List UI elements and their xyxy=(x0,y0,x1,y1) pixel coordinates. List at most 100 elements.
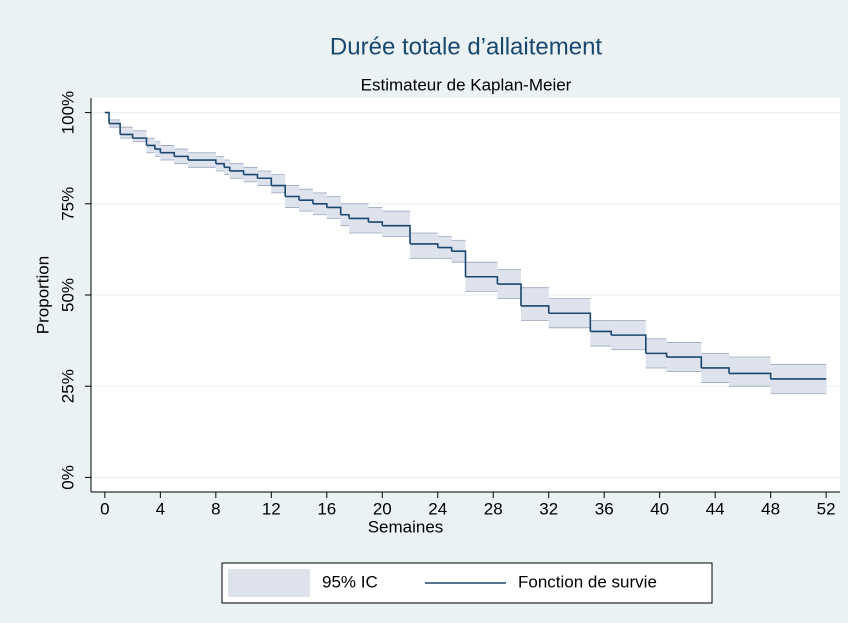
survival-step xyxy=(257,177,273,186)
y-tick-label: 25% xyxy=(58,369,77,403)
survival-step xyxy=(548,312,592,332)
ci-edge xyxy=(109,119,121,128)
survival-step xyxy=(368,221,384,226)
ci-edge xyxy=(215,155,225,172)
ci-band xyxy=(729,357,771,387)
ci-edge xyxy=(154,141,161,157)
survival-step xyxy=(326,206,342,215)
ci-edge xyxy=(271,174,286,194)
ci-band xyxy=(271,174,286,193)
ci-band xyxy=(590,320,612,347)
survival-step xyxy=(104,111,110,124)
ci-edge xyxy=(229,163,244,179)
survival-step xyxy=(645,352,668,358)
y-axis-label: Proportion xyxy=(33,256,52,334)
x-tick-label: 36 xyxy=(595,499,614,518)
x-axis-label: Semaines xyxy=(368,517,444,536)
legend-label: Fonction de survie xyxy=(518,572,657,591)
survival-step xyxy=(348,217,370,223)
survival-step xyxy=(243,173,259,179)
chart-subtitle: Estimateur de Kaplan-Meier xyxy=(361,75,572,94)
x-tick-label: 12 xyxy=(262,499,281,518)
survival-step xyxy=(520,305,550,314)
x-tick-label: 4 xyxy=(156,499,165,518)
x-tick-label: 52 xyxy=(817,499,836,518)
survival-step xyxy=(120,133,134,139)
x-tick-label: 48 xyxy=(761,499,780,518)
y-tick-label: 0% xyxy=(58,465,77,490)
survival-step xyxy=(146,144,156,150)
ci-edge xyxy=(451,239,466,263)
ci-edge xyxy=(770,363,827,394)
survival-step xyxy=(299,199,314,204)
survival-step xyxy=(497,283,522,306)
ci-edge xyxy=(666,342,702,373)
ci-edge xyxy=(520,287,549,321)
ci-edge xyxy=(340,203,349,227)
chart-title: Durée totale d’allaitement xyxy=(330,33,602,60)
ci-edge xyxy=(299,188,313,212)
survival-step xyxy=(611,334,647,354)
survival-step xyxy=(410,243,439,248)
x-tick-label: 24 xyxy=(428,499,447,518)
ci-edge xyxy=(410,232,438,259)
survival-step xyxy=(340,213,350,219)
survival-step xyxy=(701,367,730,374)
ci-edge xyxy=(120,126,133,139)
y-tick-label: 100% xyxy=(58,91,77,134)
x-tick-label: 44 xyxy=(706,499,725,518)
survival-step xyxy=(451,250,467,277)
ci-edge xyxy=(548,298,591,329)
ci-edge xyxy=(465,261,498,292)
survival-step xyxy=(312,202,328,208)
ci-edge xyxy=(497,269,521,300)
ci-edge xyxy=(611,320,646,351)
ci-edge xyxy=(132,130,147,143)
ci-edge xyxy=(160,145,175,161)
ci-band xyxy=(382,211,411,237)
survival-step xyxy=(229,170,245,175)
x-tick-label: 16 xyxy=(317,499,336,518)
x-tick-label: 28 xyxy=(484,499,503,518)
x-tick-label: 40 xyxy=(650,499,669,518)
legend-swatch xyxy=(228,569,310,597)
ci-band xyxy=(410,232,438,259)
survival-step xyxy=(174,155,189,161)
survival-step xyxy=(160,151,176,157)
survival-step xyxy=(285,195,300,201)
survival-step xyxy=(154,148,162,153)
survival-step xyxy=(590,330,612,336)
survival-step xyxy=(215,162,225,168)
ci-edge xyxy=(729,356,771,387)
survival-step xyxy=(666,356,703,368)
ci-edge xyxy=(224,159,230,176)
ci-band xyxy=(132,130,147,142)
ci-edge xyxy=(257,170,272,186)
ci-edge xyxy=(701,352,730,383)
ci-edge xyxy=(437,236,452,259)
ci-edge xyxy=(326,196,341,219)
x-tick-label: 32 xyxy=(539,499,558,518)
y-tick-label: 50% xyxy=(58,278,77,312)
survival-step xyxy=(729,372,772,379)
ci-band xyxy=(120,127,133,139)
ci-band xyxy=(520,287,549,321)
survival-step xyxy=(465,275,499,285)
ci-edge xyxy=(645,338,667,369)
survival-step xyxy=(382,224,411,244)
ci-edge xyxy=(382,210,411,238)
y-tick-label: 75% xyxy=(58,187,77,221)
x-tick-label: 8 xyxy=(211,499,220,518)
survival-step xyxy=(437,246,453,252)
ci-edge xyxy=(348,203,369,234)
ci-edge xyxy=(590,320,612,347)
ci-edge xyxy=(146,137,155,154)
ci-edge xyxy=(174,148,189,165)
survival-step xyxy=(224,166,231,171)
ci-edge xyxy=(188,152,216,168)
ci-edge xyxy=(285,185,300,208)
x-tick-label: 20 xyxy=(373,499,392,518)
survival-step xyxy=(109,122,121,135)
legend-label: 95% IC xyxy=(322,572,378,591)
